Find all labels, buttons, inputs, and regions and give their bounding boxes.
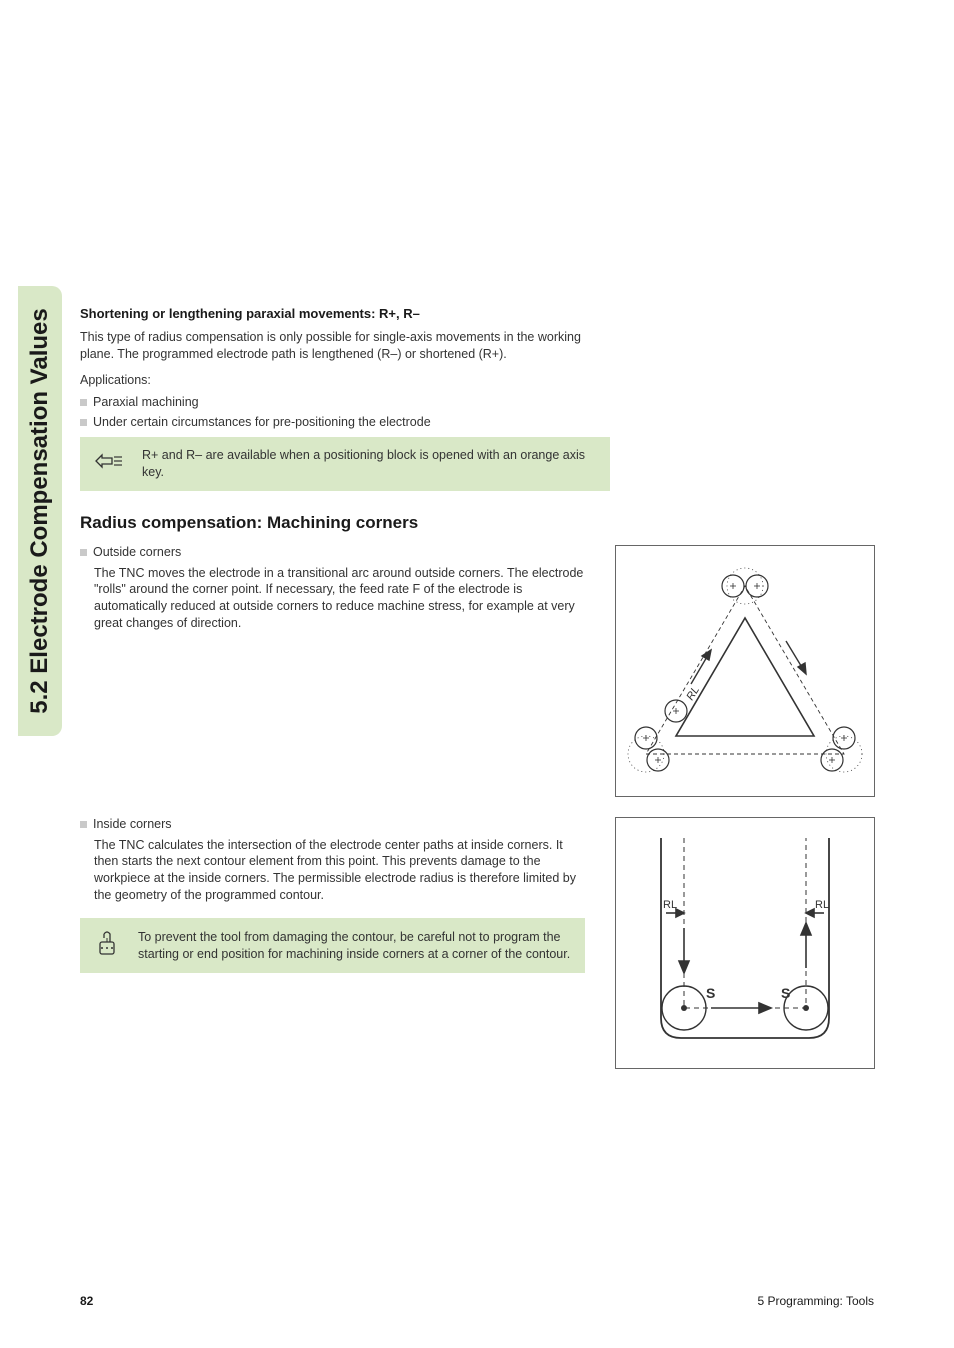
outside-corners-body: The TNC moves the electrode in a transit…: [94, 565, 585, 633]
note-icon: [94, 449, 124, 478]
fig2-rl1-label: RL: [663, 899, 677, 911]
bullet-icon: [80, 399, 87, 406]
note-text: R+ and R– are available when a positioni…: [142, 447, 596, 481]
outside-corners-block: Outside corners The TNC moves the electr…: [80, 545, 875, 797]
section1-para: This type of radius compensation is only…: [80, 329, 600, 363]
bullet-title: Inside corners: [93, 817, 172, 831]
caution-icon: [94, 928, 120, 963]
section2-heading: Radius compensation: Machining corners: [80, 513, 875, 533]
page-content: Shortening or lengthening paraxial movem…: [80, 306, 875, 1089]
inside-corners-text: Inside corners The TNC calculates the in…: [80, 817, 585, 996]
fig2-rl2-label: RL: [815, 899, 829, 911]
page-number: 82: [80, 1294, 93, 1308]
inside-corners-body: The TNC calculates the intersection of t…: [94, 837, 585, 905]
list-item: Outside corners: [80, 545, 585, 559]
bullet-text: Paraxial machining: [93, 395, 199, 409]
list-item: Under certain circumstances for pre-posi…: [80, 415, 600, 429]
bullet-icon: [80, 821, 87, 828]
list-item: Inside corners: [80, 817, 585, 831]
fig1-rl-label: RL: [684, 684, 702, 702]
bullet-icon: [80, 419, 87, 426]
caution-text: To prevent the tool from damaging the co…: [138, 929, 571, 963]
figure-inside-corners: RL RL S S: [615, 817, 875, 1069]
fig2-s2-label: S: [781, 985, 790, 1001]
bullet-text: Under certain circumstances for pre-posi…: [93, 415, 431, 429]
caution-box: To prevent the tool from damaging the co…: [80, 918, 585, 973]
bullet-title: Outside corners: [93, 545, 181, 559]
chapter-label: 5 Programming: Tools: [758, 1294, 875, 1308]
side-tab-label: 5.2 Electrode Compensation Values: [26, 308, 54, 713]
note-box: R+ and R– are available when a positioni…: [80, 437, 610, 491]
page-footer: 82 5 Programming: Tools: [80, 1294, 874, 1308]
bullet-icon: [80, 549, 87, 556]
applications-label: Applications:: [80, 373, 875, 387]
section-side-tab: 5.2 Electrode Compensation Values: [18, 286, 62, 736]
list-item: Paraxial machining: [80, 395, 600, 409]
outside-corners-text: Outside corners The TNC moves the electr…: [80, 545, 585, 633]
figure-outside-corners: RL: [615, 545, 875, 797]
section1-heading: Shortening or lengthening paraxial movem…: [80, 306, 875, 321]
fig2-s1-label: S: [706, 985, 715, 1001]
inside-corners-block: Inside corners The TNC calculates the in…: [80, 817, 875, 1069]
